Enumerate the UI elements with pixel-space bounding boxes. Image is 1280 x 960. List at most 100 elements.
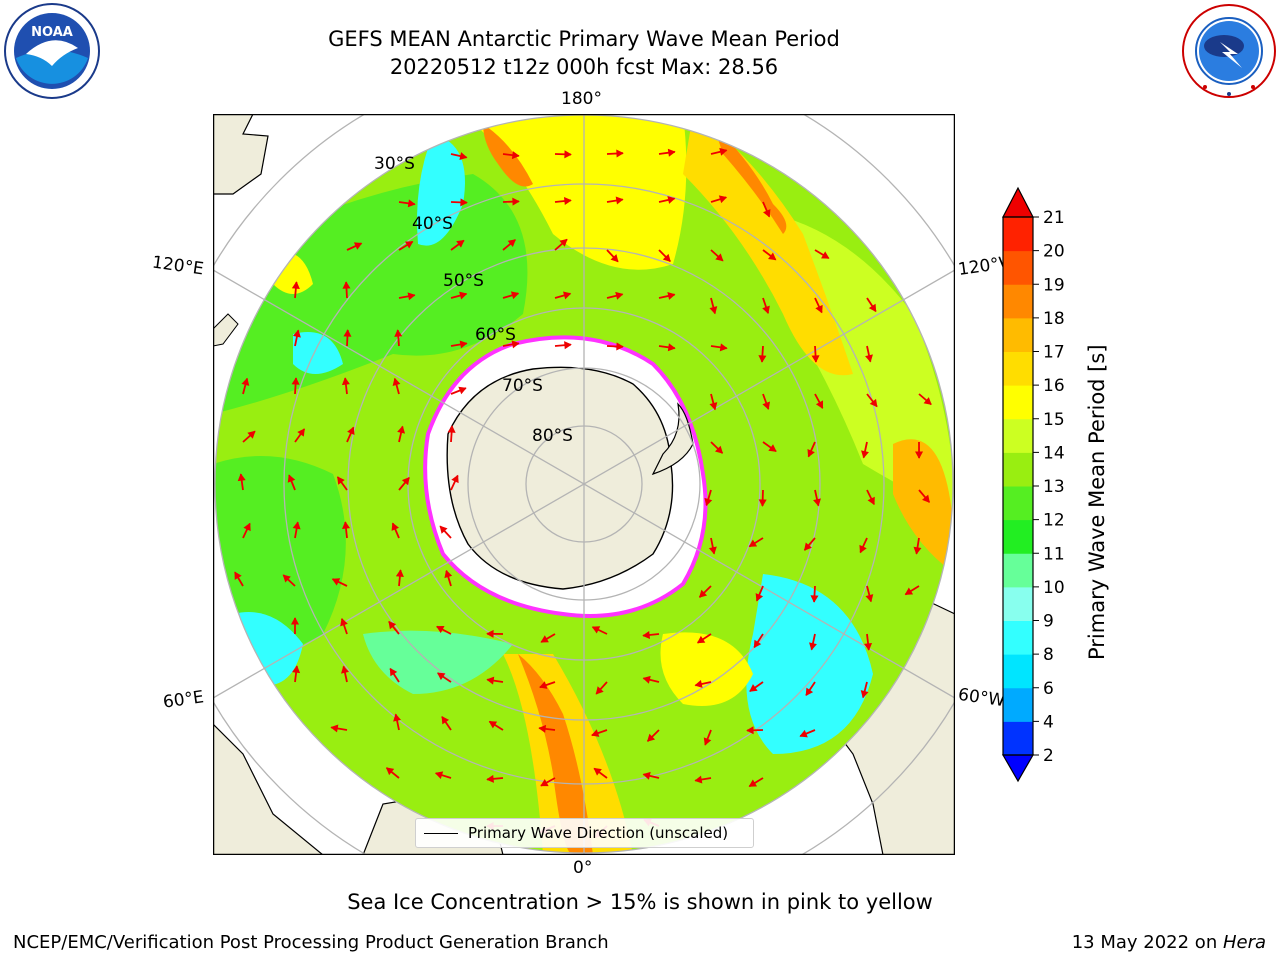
wave-arrow [704, 489, 713, 507]
wave-arrow [434, 771, 452, 780]
colorbar-tick-label: 12 [1043, 511, 1065, 531]
wave-arrow [395, 569, 404, 587]
wave-arrow [450, 386, 467, 395]
lat-label-50s: 50°S [443, 271, 484, 291]
wave-arrow [538, 724, 556, 733]
colorbar-tick-label: 15 [1043, 410, 1065, 430]
lat-label-30s: 30°S [374, 154, 415, 174]
colorbar-segment [1003, 351, 1033, 386]
colorbar-segment [1003, 721, 1033, 756]
wave-arrow [748, 537, 764, 548]
colorbar-tick-label: 10 [1043, 578, 1065, 598]
wave-arrow [811, 345, 820, 363]
wave-arrow [918, 393, 932, 406]
wave-arrow [710, 249, 724, 262]
wave-arrow [606, 249, 619, 263]
wave-arrow [554, 150, 572, 159]
wave-arrow [393, 713, 402, 731]
chart-subtitle: 20220512 t12z 000h fcst Max: 28.56 [389, 55, 779, 79]
wave-arrow [342, 521, 351, 539]
wave-arrow [805, 681, 816, 697]
wave-arrow [593, 767, 608, 779]
polar-map: 30°S 40°S 50°S 60°S 70°S 80°S [213, 114, 955, 855]
colorbar: 2 4 6 8 9 10 11 12 13 14 15 16 17 18 19 20 21 [1001, 186, 1065, 783]
wave-arrow [341, 377, 350, 395]
wave-arrow [502, 239, 516, 251]
wave-arrow [331, 578, 348, 587]
wave-arrow [397, 425, 406, 443]
wave-arrow [398, 292, 416, 301]
wave-arrow [866, 393, 878, 408]
wave-arrow [291, 281, 300, 299]
wave-arrow [450, 239, 465, 251]
wave-arrow [762, 249, 777, 261]
wave-arrow [450, 474, 459, 491]
wave-arrow [444, 569, 453, 587]
wave-arrow [391, 522, 400, 539]
graticule [213, 114, 955, 855]
wave-arrow [234, 571, 244, 587]
wave-arrow [242, 430, 256, 443]
wave-arrow [392, 377, 401, 395]
colorbar-tick-label: 13 [1043, 477, 1065, 497]
wave-arrow [658, 148, 676, 157]
wave-arrow [642, 675, 660, 684]
latitude-labels: 30°S 40°S 50°S 60°S 70°S 80°S [374, 154, 573, 446]
colorbar-segment [1003, 250, 1033, 285]
wave-arrow [799, 729, 816, 738]
legend-line-swatch [424, 832, 458, 834]
wave-arrow [694, 680, 712, 688]
legend-label: Primary Wave Direction (unscaled) [468, 824, 729, 842]
noaa-logo: NOAA [4, 3, 100, 99]
wave-arrow [242, 522, 251, 539]
colorbar-tick-label: 17 [1043, 343, 1065, 363]
wave-arrow [291, 377, 300, 395]
chart-title: GEFS MEAN Antarctic Primary Wave Mean Pe… [328, 27, 840, 51]
colorbar-tick-label: 21 [1043, 208, 1065, 228]
wave-arrow [606, 196, 624, 205]
wave-arrow [447, 425, 456, 443]
wave-arrow [606, 149, 624, 158]
wave-arrow [803, 537, 816, 551]
wave-arrow [904, 585, 920, 596]
wave-arrow [809, 633, 817, 651]
wave-arrow [437, 672, 452, 683]
lon-label-60e: 60°E [161, 687, 206, 713]
map-border [213, 114, 955, 855]
wave-arrow [710, 441, 724, 454]
wave-arrow [287, 474, 296, 491]
wave-arrow [698, 585, 712, 598]
wave-arrow [748, 777, 764, 788]
wave-arrow [814, 393, 824, 409]
wave-arrow [502, 340, 520, 349]
colorbar-segment [1003, 284, 1033, 319]
wave-arrow [343, 329, 352, 347]
wave-arrow [540, 777, 556, 787]
colorbar-segment [1003, 418, 1033, 453]
colorbar-tick-label: 19 [1043, 275, 1065, 295]
wave-arrow [439, 525, 452, 539]
wave-arrow [703, 729, 712, 746]
wave-arrow [918, 489, 931, 503]
wave-arrow [864, 633, 873, 651]
credit-host: Hera [1222, 932, 1266, 953]
colorbar-segment [1003, 586, 1033, 621]
wave-arrow [502, 151, 520, 160]
wave-arrow [394, 329, 403, 347]
colorbar-tick-label: 16 [1043, 376, 1065, 396]
colorbar-segment [1003, 385, 1033, 420]
wave-arrow [642, 630, 660, 639]
wave-arrow [486, 629, 504, 638]
wave-arrow [294, 428, 306, 443]
wave-arrow [486, 676, 504, 685]
noaa-logo-text: NOAA [31, 25, 73, 40]
wave-arrow [241, 377, 250, 395]
wave-arrow [865, 345, 873, 363]
wave-arrow [762, 297, 770, 314]
colorbar-tick-label: 8 [1043, 645, 1054, 665]
wave-arrow [398, 476, 410, 491]
wave-arrow [746, 726, 764, 735]
colorbar-segment [1003, 553, 1033, 588]
colorbar-tick-label: 14 [1043, 443, 1065, 463]
credit-left: NCEP/EMC/Verification Post Processing Pr… [13, 932, 609, 953]
